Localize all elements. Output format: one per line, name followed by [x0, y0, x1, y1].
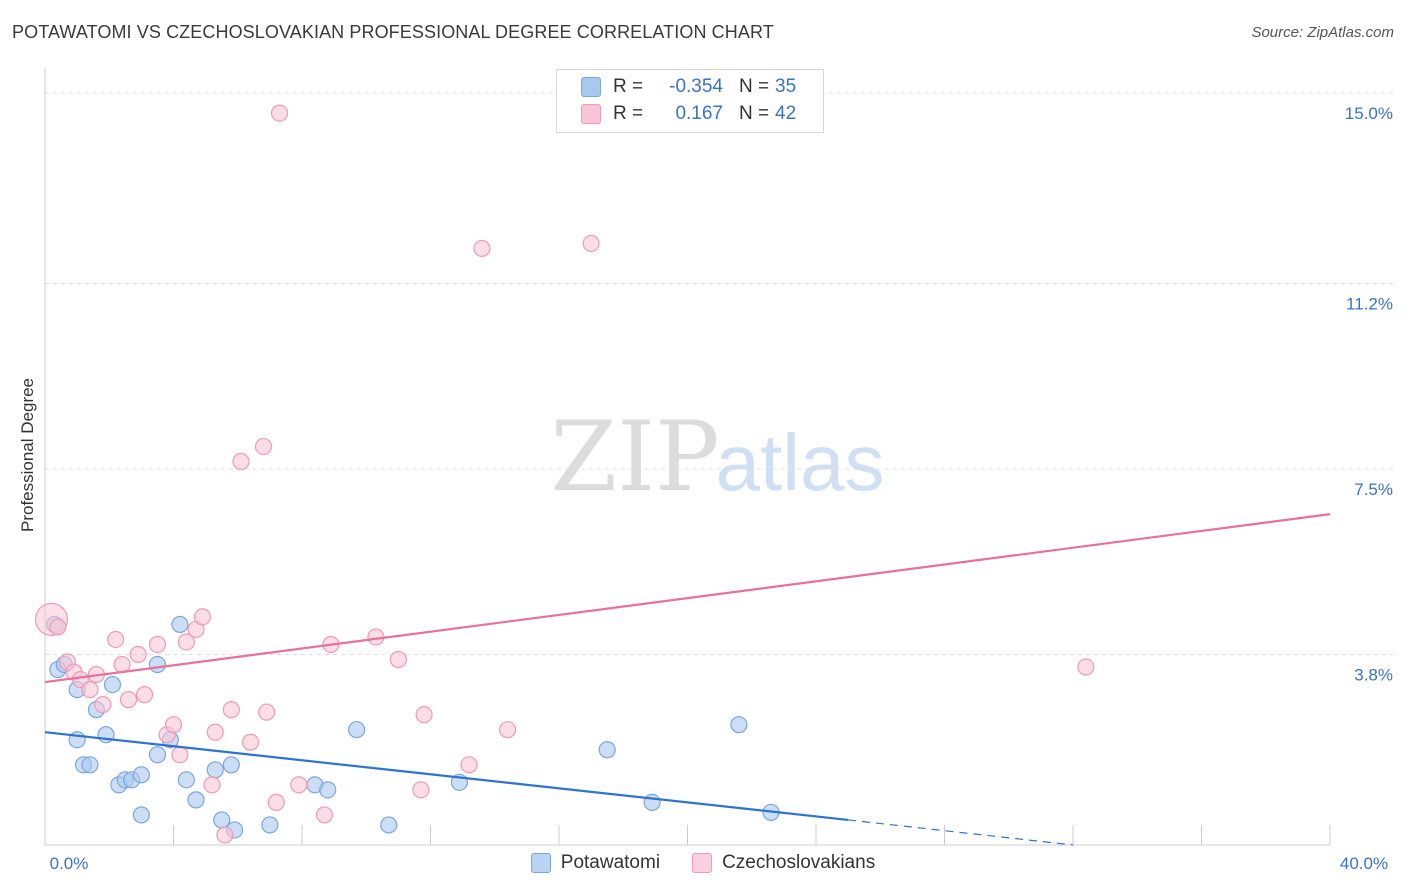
potawatomi-point [148, 655, 167, 674]
czechoslovakian-point [206, 723, 224, 741]
potawatomi-point [81, 756, 99, 774]
czechoslovakian-point [290, 776, 308, 794]
czechoslovakian-point [193, 608, 212, 626]
potawatomi-point [171, 615, 189, 634]
czechoslovakian-point [460, 756, 478, 774]
legend-swatch-potawatomi [530, 853, 551, 873]
r-value: -0.354 [669, 76, 723, 97]
n-label: N = [739, 103, 770, 124]
potawatomi-point [261, 816, 279, 834]
y-tick-label: 11.2% [1346, 295, 1393, 314]
czechoslovakian-point [129, 645, 147, 664]
potawatomi-point [206, 761, 224, 779]
potawatomi-point [319, 781, 337, 799]
potawatomi-point [177, 771, 195, 789]
correlation-legend: R = -0.354 N = 35 R = 0.167 N = 42 [556, 69, 824, 133]
czechoslovakian-point [49, 618, 67, 636]
czechoslovakian-point [367, 628, 385, 646]
potawatomi-point [598, 741, 616, 759]
czechoslovakian-point [315, 806, 334, 824]
czechoslovakian-point [216, 826, 234, 844]
potawatomi-point [222, 756, 240, 774]
czechoslovakian-point [107, 630, 125, 649]
czechoslovakian-trend-line [44, 513, 1331, 684]
legend-swatch-czechoslovakians [581, 104, 601, 124]
r-label: R = [613, 76, 644, 97]
czechoslovakian-point [171, 746, 189, 764]
czechoslovakian-point [135, 686, 154, 704]
potawatomi-point [348, 721, 366, 739]
czechoslovakian-point [177, 633, 195, 651]
chart-title: POTAWATOMI VS CZECHOSLOVAKIAN PROFESSION… [12, 22, 774, 42]
watermark-atlas: atlas [716, 418, 885, 507]
czechoslovakian-point [164, 716, 183, 734]
potawatomi-trend-line [44, 731, 849, 822]
czechoslovakian-point [222, 701, 240, 719]
source-label: Source: ZipAtlas.com [1251, 24, 1394, 41]
czechoslovakian-point [412, 781, 430, 799]
legend-item-czechoslovakians[interactable]: Czechoslovakians [692, 852, 875, 874]
potawatomi-point [103, 675, 122, 694]
czechoslovakian-point [232, 452, 250, 471]
r-value: 0.167 [675, 103, 723, 124]
y-axis-label: Professional Degree [18, 377, 37, 533]
czechoslovakian-point [119, 691, 138, 709]
czechoslovakian-point [473, 239, 491, 258]
legend-swatch-potawatomi [581, 77, 601, 97]
series-legend: Potawatomi Czechoslovakians [0, 852, 1406, 874]
potawatomi-point [380, 816, 398, 834]
czechoslovakian-point [254, 437, 273, 456]
czechoslovakian-point [499, 721, 517, 739]
potawatomi-trend-extension [848, 819, 1074, 846]
legend-item-potawatomi[interactable]: Potawatomi [530, 852, 661, 874]
czechoslovakian-point [81, 680, 99, 699]
czechoslovakian-point [1077, 658, 1095, 676]
czechoslovakian-point [94, 696, 112, 714]
czechoslovakian-point [267, 793, 285, 811]
legend-label-potawatomi: Potawatomi [560, 852, 661, 873]
czechoslovakian-point [203, 776, 221, 794]
potawatomi-point [730, 716, 748, 734]
x-tick-label: 0.0% [50, 854, 89, 873]
potawatomi-point [132, 766, 150, 784]
n-value: 42 [775, 103, 797, 124]
czechoslovakian-point [258, 703, 276, 721]
potawatomi-point [148, 746, 167, 764]
legend-row-potawatomi: R = -0.354 N = 35 [581, 75, 796, 99]
czechoslovakian-point [270, 104, 289, 122]
potawatomi-point [132, 806, 150, 824]
czechoslovakian-point [242, 733, 260, 751]
czechoslovakian-point [389, 650, 407, 669]
y-tick-label: 15.0% [1345, 104, 1393, 123]
czechoslovakian-point [113, 655, 131, 674]
potawatomi-point [643, 793, 661, 811]
r-label: R = [613, 103, 644, 124]
czechoslovakian-point [148, 635, 167, 654]
watermark-zip: ZIP [550, 401, 719, 513]
czechoslovakian-point [582, 234, 600, 253]
y-tick-label: 3.8% [1354, 666, 1393, 685]
n-value: 35 [775, 76, 797, 97]
legend-swatch-czechoslovakians [692, 853, 713, 873]
legend-row-czechoslovakians: R = 0.167 N = 42 [581, 102, 796, 126]
y-tick-label: 7.5% [1354, 480, 1393, 499]
potawatomi-point [187, 791, 205, 809]
n-label: N = [739, 76, 770, 97]
czechoslovakian-point [415, 706, 433, 724]
legend-label-czechoslovakians: Czechoslovakians [722, 852, 876, 873]
x-tick-label: 40.0% [1340, 854, 1388, 873]
